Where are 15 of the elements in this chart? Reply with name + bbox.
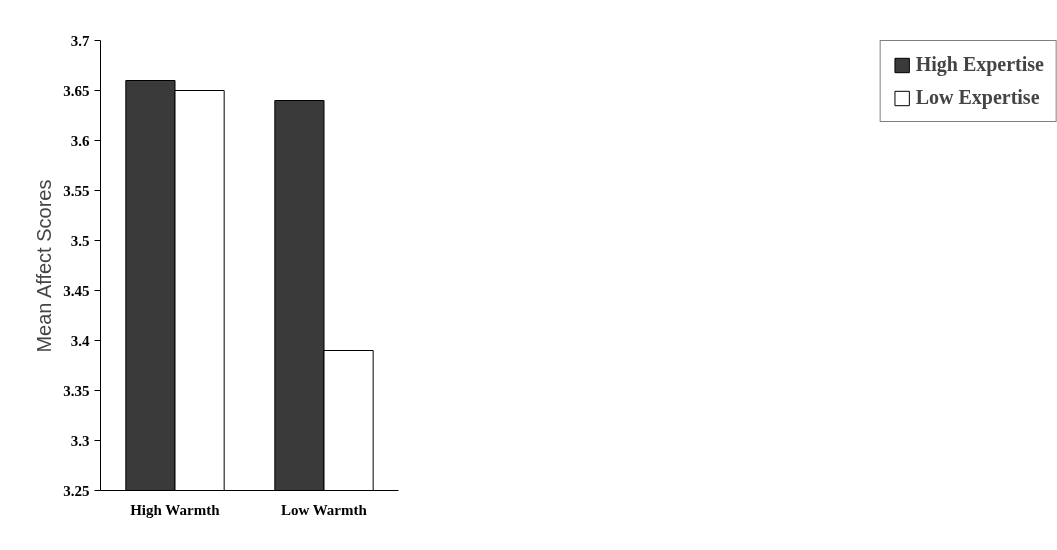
y-axis-title: Mean Affect Scores [33,179,56,353]
y-tick-label: 3.25 [63,482,90,499]
y-tick-label: 3.6 [70,132,90,149]
legend-label: Low Expertise [915,86,1040,109]
legend-label: High Expertise [915,53,1044,76]
y-tick-label: 3.35 [63,382,90,399]
y-tick-label: 3.5 [70,232,90,249]
y-tick-label: 3.55 [63,182,90,199]
y-tick-label: 3.65 [63,82,90,99]
y-tick-label: 3.4 [70,332,90,349]
x-tick-label: Low Warmth [280,501,368,518]
y-tick-label: 3.45 [63,282,90,299]
y-tick-label: 3.3 [70,432,90,449]
y-tick-label: 3.7 [70,32,90,49]
x-tick-label: High Warmth [130,501,221,518]
